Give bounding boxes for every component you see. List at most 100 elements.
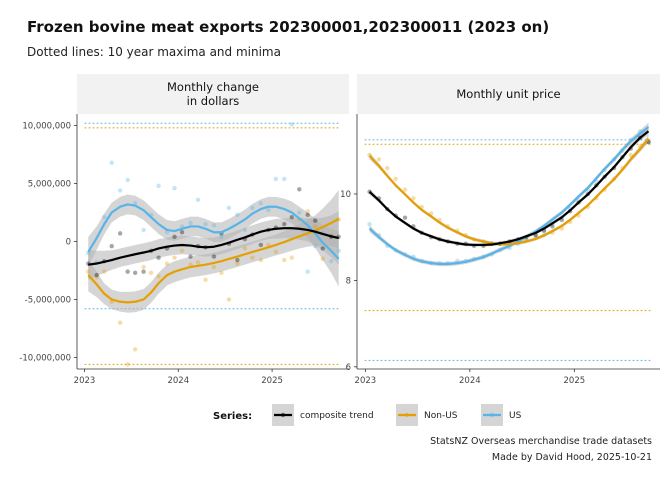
point-us bbox=[117, 188, 123, 193]
point-composite-trend bbox=[235, 257, 240, 263]
point-non-us bbox=[94, 275, 99, 280]
point-non-us bbox=[393, 176, 398, 182]
point-non-us bbox=[313, 224, 318, 229]
point-us bbox=[297, 210, 302, 215]
point-composite-trend bbox=[172, 234, 177, 240]
point-us bbox=[211, 223, 217, 228]
point-composite-trend bbox=[305, 212, 310, 218]
point-non-us bbox=[411, 196, 416, 201]
point-non-us bbox=[195, 260, 201, 265]
point-composite-trend bbox=[132, 270, 138, 275]
point-composite-trend bbox=[297, 187, 302, 192]
point-composite-trend bbox=[117, 231, 123, 236]
point-non-us bbox=[164, 261, 170, 266]
caption-author: Made by David Hood, 2025-10-21 bbox=[491, 452, 652, 463]
point-us bbox=[273, 176, 279, 182]
point-us bbox=[282, 176, 287, 182]
point-composite-trend bbox=[141, 269, 146, 274]
panel-title-line: Monthly change bbox=[167, 80, 259, 94]
panel-strip bbox=[77, 74, 349, 114]
legend-item-non-us: Non-US bbox=[396, 404, 458, 426]
panel-title-line: Monthly unit price bbox=[456, 87, 560, 101]
point-us bbox=[305, 269, 310, 274]
point-non-us bbox=[282, 257, 287, 263]
point-non-us bbox=[320, 256, 325, 262]
point-non-us bbox=[242, 246, 248, 251]
panel-strip bbox=[357, 74, 660, 114]
y-tick-label: 10 bbox=[340, 190, 351, 200]
point-us bbox=[195, 197, 201, 202]
point-non-us bbox=[305, 209, 310, 214]
point-us bbox=[367, 222, 372, 227]
point-non-us bbox=[250, 255, 255, 260]
caption: StatsNZ Overseas merchandise trade datas… bbox=[430, 434, 652, 466]
point-composite-trend bbox=[125, 269, 130, 274]
x-tick-label: 2024 bbox=[167, 376, 189, 386]
legend-title: Series: bbox=[213, 411, 252, 422]
point-composite-trend bbox=[320, 246, 325, 251]
legend-label: US bbox=[509, 411, 522, 421]
panel-2: Monthly unit price 6 8 10 2023 2024 2025 bbox=[340, 74, 660, 386]
legend-key-point bbox=[489, 412, 495, 418]
x-tick-label: 2025 bbox=[564, 376, 586, 386]
chart-title: Frozen bovine meat exports 202300001,202… bbox=[27, 18, 550, 36]
point-non-us bbox=[102, 269, 107, 274]
point-non-us bbox=[148, 270, 154, 275]
trend-line-non-us bbox=[368, 137, 650, 246]
point-us bbox=[242, 227, 248, 233]
legend-item-us: US bbox=[481, 404, 522, 426]
point-non-us bbox=[385, 165, 390, 171]
legend-label: composite trend bbox=[300, 411, 374, 421]
point-us bbox=[141, 227, 146, 233]
legend-label: Non-US bbox=[424, 411, 458, 421]
point-non-us bbox=[289, 255, 294, 260]
point-us bbox=[172, 185, 177, 191]
panel-title-line: in dollars bbox=[187, 94, 240, 108]
plot-content bbox=[364, 122, 653, 361]
trend-line-us bbox=[87, 203, 340, 260]
point-composite-trend bbox=[188, 254, 193, 259]
chart-subtitle: Dotted lines: 10 year maxima and minima bbox=[27, 45, 281, 59]
point-composite-trend bbox=[313, 218, 318, 223]
point-us bbox=[328, 259, 334, 264]
point-non-us bbox=[628, 152, 633, 158]
y-tick-label: 10,000,000 bbox=[22, 122, 71, 132]
point-non-us bbox=[86, 269, 91, 274]
x-tick-label: 2025 bbox=[261, 376, 283, 386]
trend-line-non-us bbox=[87, 217, 340, 304]
point-non-us bbox=[117, 320, 123, 325]
point-us bbox=[219, 234, 224, 240]
point-us bbox=[102, 214, 107, 220]
point-us bbox=[109, 160, 114, 165]
point-non-us bbox=[172, 255, 177, 260]
point-us bbox=[250, 205, 255, 211]
legend-key-point bbox=[404, 412, 410, 418]
point-us bbox=[156, 183, 161, 189]
x-tick-label: 2023 bbox=[355, 376, 377, 386]
point-us bbox=[266, 208, 271, 213]
point-non-us bbox=[156, 274, 161, 279]
y-tick-label: 5,000,000 bbox=[28, 180, 71, 190]
point-non-us bbox=[203, 277, 208, 282]
point-us bbox=[203, 221, 208, 227]
x-tick-label: 2023 bbox=[74, 376, 96, 386]
point-composite-trend bbox=[282, 221, 287, 227]
y-tick-label: 0 bbox=[66, 238, 71, 248]
x-tick-label: 2024 bbox=[459, 376, 481, 386]
plot-content bbox=[84, 122, 342, 367]
y-tick-label: 8 bbox=[346, 276, 351, 286]
point-composite-trend bbox=[109, 243, 114, 249]
point-non-us bbox=[258, 257, 264, 263]
y-tick-label: 6 bbox=[346, 363, 351, 373]
trend-line-composite-trend bbox=[88, 227, 339, 266]
point-us bbox=[226, 205, 232, 211]
point-composite-trend bbox=[211, 254, 217, 259]
point-us bbox=[289, 122, 294, 127]
point-us bbox=[188, 220, 193, 226]
point-us bbox=[258, 201, 264, 206]
legend: Series: composite trend Non-US US bbox=[213, 404, 522, 426]
trend-line-composite-trend bbox=[368, 130, 650, 247]
point-us bbox=[336, 248, 341, 253]
point-non-us bbox=[211, 264, 217, 270]
